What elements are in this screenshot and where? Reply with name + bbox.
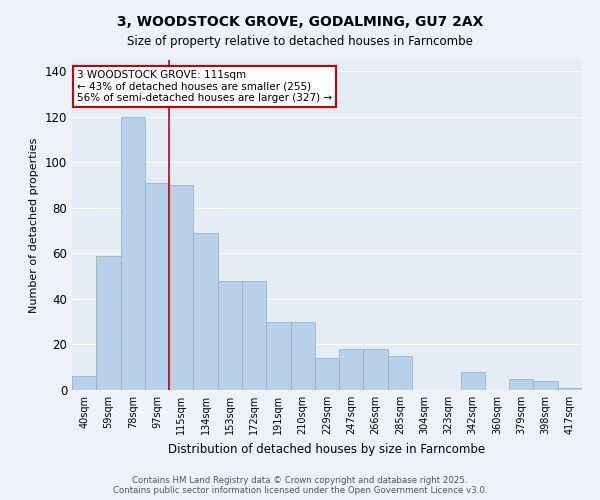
Bar — [242, 281, 266, 390]
Y-axis label: Number of detached properties: Number of detached properties — [29, 138, 39, 312]
Bar — [96, 256, 121, 390]
Bar — [266, 322, 290, 390]
Bar — [339, 349, 364, 390]
Bar — [290, 322, 315, 390]
Text: 3 WOODSTOCK GROVE: 111sqm
← 43% of detached houses are smaller (255)
56% of semi: 3 WOODSTOCK GROVE: 111sqm ← 43% of detac… — [77, 70, 332, 103]
Bar — [218, 281, 242, 390]
Bar — [315, 358, 339, 390]
Bar — [509, 378, 533, 390]
Text: 3, WOODSTOCK GROVE, GODALMING, GU7 2AX: 3, WOODSTOCK GROVE, GODALMING, GU7 2AX — [117, 15, 483, 29]
Bar — [145, 183, 169, 390]
Bar — [388, 356, 412, 390]
Bar — [193, 233, 218, 390]
Bar — [558, 388, 582, 390]
Bar — [121, 117, 145, 390]
Bar — [72, 376, 96, 390]
Bar — [461, 372, 485, 390]
Bar — [533, 381, 558, 390]
Text: Size of property relative to detached houses in Farncombe: Size of property relative to detached ho… — [127, 35, 473, 48]
Bar — [364, 349, 388, 390]
Bar — [169, 185, 193, 390]
Text: Contains HM Land Registry data © Crown copyright and database right 2025.
Contai: Contains HM Land Registry data © Crown c… — [113, 476, 487, 495]
X-axis label: Distribution of detached houses by size in Farncombe: Distribution of detached houses by size … — [169, 442, 485, 456]
